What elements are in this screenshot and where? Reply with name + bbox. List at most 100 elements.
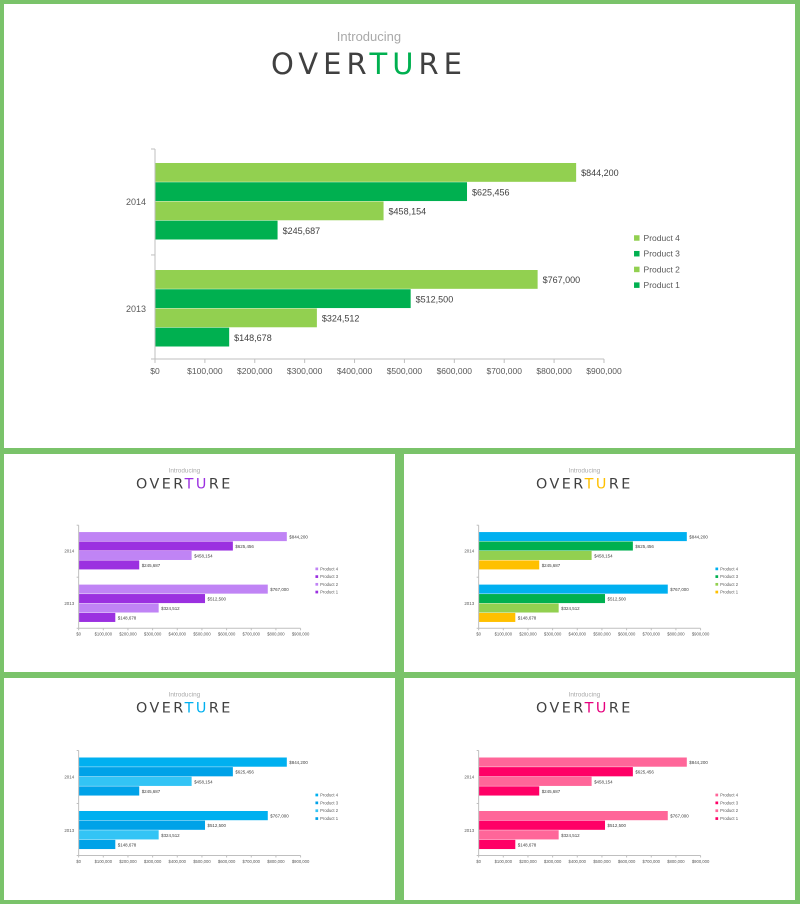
legend-swatch <box>634 282 640 288</box>
data-label: $625,456 <box>635 544 654 549</box>
x-tick-label: $0 <box>76 859 81 864</box>
bar-2014-product-1 <box>78 560 140 570</box>
bar-2014-product-1 <box>78 786 140 796</box>
bar-2014-product-4 <box>78 532 287 542</box>
data-label: $458,154 <box>194 553 213 558</box>
bar-2014-product-3 <box>478 767 633 777</box>
bar-2014-product-1 <box>155 220 278 240</box>
bar-chart: Introducing OVERTURE $844,200 $625,456 $458,… <box>464 691 739 864</box>
legend-swatch <box>715 575 719 578</box>
bar-2014-product-1 <box>478 786 540 796</box>
x-tick-label: $500,000 <box>193 859 211 864</box>
x-tick-label: $500,000 <box>593 859 611 864</box>
x-tick-label: $200,000 <box>519 632 537 637</box>
brand-title: OVERTURE <box>536 701 633 717</box>
bar-2013-product-1 <box>478 839 516 850</box>
bar-2014-product-3 <box>78 541 233 551</box>
brand-title-pre: OVER <box>271 47 370 81</box>
legend-label: Product 1 <box>720 816 739 821</box>
brand-title-hl: TU <box>584 701 609 717</box>
slide-purple: Introducing OVERTURE $844,200 $625,456 $458,… <box>4 454 395 672</box>
brand-title-hl: TU <box>184 701 209 717</box>
data-label: $767,000 <box>270 587 289 592</box>
bar-2014-product-2 <box>478 550 592 560</box>
chart-plot: $844,200 $625,456 $458,154 $245,687 2014 $767… <box>64 750 310 864</box>
chart-plot: $844,200 $625,456 $458,154 $245,687 2014 $767… <box>126 148 622 376</box>
category-label: 2014 <box>64 774 74 779</box>
legend-label: Product 4 <box>644 233 681 243</box>
x-tick-label: $900,000 <box>292 632 310 637</box>
bar-2014-product-4 <box>155 162 577 182</box>
brand-title: OVERTURE <box>271 47 467 81</box>
legend-label: Product 2 <box>320 808 339 813</box>
data-label: $324,512 <box>322 314 360 324</box>
legend-label: Product 4 <box>720 792 739 797</box>
bar-2013-product-3 <box>478 594 606 604</box>
category-label: 2013 <box>64 601 74 606</box>
bar-2014-product-2 <box>78 550 192 560</box>
legend-label: Product 2 <box>720 808 739 813</box>
data-label: $625,456 <box>235 770 254 775</box>
x-tick-label: $500,000 <box>387 366 423 376</box>
data-label: $148,678 <box>234 333 272 343</box>
slide-intro: Introducing <box>569 467 601 474</box>
x-tick-label: $100,000 <box>495 632 513 637</box>
x-tick-label: $800,000 <box>536 366 572 376</box>
x-tick-label: $900,000 <box>292 859 310 864</box>
data-label: $148,678 <box>118 615 137 620</box>
bar-2014-product-4 <box>78 757 287 767</box>
x-tick-label: $200,000 <box>237 366 273 376</box>
data-label: $625,456 <box>472 187 510 197</box>
x-tick-label: $700,000 <box>643 632 661 637</box>
legend-swatch <box>715 817 719 820</box>
brand-title-post: RE <box>209 477 233 493</box>
legend-swatch <box>315 575 319 578</box>
legend-swatch <box>715 801 719 805</box>
legend-label: Product 3 <box>320 800 339 805</box>
brand-title-pre: OVER <box>136 701 185 717</box>
data-label: $844,200 <box>689 760 708 765</box>
legend-label: Product 3 <box>644 249 681 259</box>
legend-swatch <box>715 567 719 571</box>
bar-2013-product-2 <box>78 830 159 840</box>
category-label: 2013 <box>64 828 74 833</box>
category-label: 2014 <box>126 197 146 207</box>
data-label: $844,200 <box>289 760 308 765</box>
data-label: $767,000 <box>543 275 581 285</box>
data-label: $324,512 <box>561 833 580 838</box>
chart-plot: $844,200 $625,456 $458,154 $245,687 2014 $767… <box>64 524 310 637</box>
legend-swatch <box>634 266 640 273</box>
legend-swatch <box>715 590 719 594</box>
bar-2014-product-4 <box>478 757 687 767</box>
bar-2014-product-2 <box>78 776 192 786</box>
brand-title-pre: OVER <box>536 477 585 493</box>
data-label: $245,687 <box>283 226 321 236</box>
data-label: $844,200 <box>689 535 708 540</box>
data-label: $767,000 <box>670 814 689 819</box>
legend-swatch <box>715 582 719 586</box>
slide-intro: Introducing <box>169 467 201 474</box>
legend-swatch <box>315 567 319 571</box>
x-tick-label: $100,000 <box>187 366 223 376</box>
data-label: $245,687 <box>142 563 161 568</box>
bar-2013-product-3 <box>78 594 206 604</box>
data-label: $458,154 <box>594 779 613 784</box>
bar-2014-product-4 <box>478 532 687 542</box>
x-tick-label: $100,000 <box>495 859 513 864</box>
x-tick-label: $800,000 <box>267 859 285 864</box>
category-label: 2013 <box>126 304 146 314</box>
data-label: $245,687 <box>542 789 561 794</box>
bar-chart: Introducing OVERTURE $844,200 $625,456 $458,… <box>64 691 339 864</box>
x-tick-label: $600,000 <box>618 859 636 864</box>
legend-label: Product 4 <box>720 566 739 571</box>
x-tick-label: $0 <box>150 366 160 376</box>
data-label: $148,678 <box>518 615 537 620</box>
x-tick-label: $800,000 <box>267 632 285 637</box>
data-label: $324,512 <box>161 833 180 838</box>
x-tick-label: $300,000 <box>144 632 162 637</box>
x-tick-label: $400,000 <box>569 859 587 864</box>
data-label: $512,500 <box>207 823 226 828</box>
x-tick-label: $300,000 <box>544 632 562 637</box>
x-tick-label: $600,000 <box>218 632 236 637</box>
legend-label: Product 1 <box>644 280 681 290</box>
